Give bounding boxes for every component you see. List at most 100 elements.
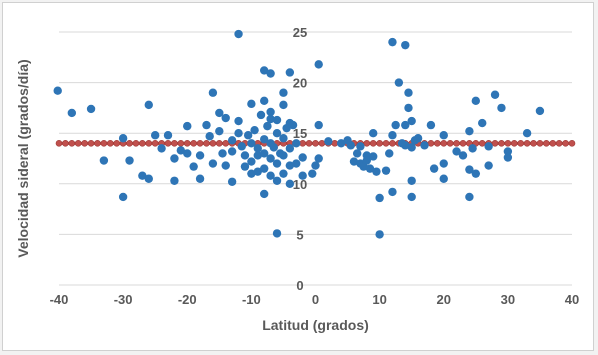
data-point: [183, 121, 192, 131]
data-point: [478, 118, 487, 128]
reference-marker: [164, 140, 172, 147]
data-point: [253, 151, 262, 160]
data-point: [272, 115, 282, 125]
reference-marker: [196, 140, 204, 147]
reference-marker: [427, 140, 435, 147]
reference-marker: [305, 140, 313, 147]
data-point: [272, 176, 282, 185]
data-point: [253, 167, 262, 176]
data-point: [471, 96, 481, 106]
data-point: [484, 161, 493, 170]
reference-marker: [504, 140, 512, 147]
reference-marker: [139, 140, 146, 147]
data-point: [391, 120, 400, 130]
x-tick-label: 30: [501, 292, 515, 307]
data-point: [189, 162, 198, 171]
data-point: [247, 99, 256, 109]
data-point: [413, 134, 423, 143]
reference-marker: [562, 140, 569, 147]
data-point: [314, 60, 323, 69]
data-point: [298, 153, 307, 162]
reference-marker: [216, 140, 223, 147]
data-point: [208, 159, 218, 168]
data-point: [279, 88, 288, 97]
data-point: [218, 149, 227, 158]
data-point: [292, 159, 301, 168]
data-point: [202, 120, 211, 130]
reference-marker: [222, 140, 230, 147]
data-point: [195, 151, 205, 160]
data-point: [118, 192, 128, 202]
x-tick-label: 20: [437, 292, 451, 307]
data-point: [439, 174, 448, 183]
data-point: [183, 149, 192, 158]
data-point: [401, 141, 410, 150]
data-point: [118, 134, 128, 143]
reference-marker: [549, 140, 557, 147]
reference-marker: [389, 140, 396, 147]
y-tick-label: 10: [293, 177, 307, 192]
data-point: [279, 134, 288, 143]
data-point: [163, 131, 173, 140]
reference-marker: [55, 140, 63, 147]
data-point: [484, 142, 493, 151]
data-point: [243, 131, 253, 140]
data-point: [381, 166, 391, 175]
data-point: [253, 144, 262, 153]
data-point: [250, 125, 259, 135]
reference-marker: [331, 140, 339, 147]
reference-marker: [555, 140, 563, 147]
data-point: [266, 107, 275, 117]
y-tick-labels: 0 5 10 15 20 25: [293, 25, 307, 293]
data-point: [260, 189, 269, 199]
reference-marker: [369, 140, 377, 147]
data-point: [394, 78, 404, 87]
y-tick-label: 15: [293, 126, 307, 141]
data-point: [324, 137, 333, 146]
x-tick-label: -20: [178, 292, 197, 307]
reference-marker: [203, 140, 210, 147]
data-point: [308, 169, 317, 178]
data-point: [279, 169, 288, 178]
data-point: [266, 69, 275, 78]
reference-marker: [62, 140, 69, 147]
data-point: [388, 187, 397, 197]
reference-marker: [376, 140, 383, 147]
data-point: [86, 104, 96, 114]
data-point: [298, 171, 307, 180]
reference-marker: [446, 140, 454, 147]
data-point: [356, 142, 365, 151]
data-point: [452, 147, 461, 156]
data-point: [311, 161, 320, 170]
data-point: [205, 132, 214, 141]
x-tick-label: 40: [565, 292, 579, 307]
data-point: [429, 164, 439, 173]
data-point: [272, 159, 282, 168]
data-point: [247, 157, 256, 166]
data-point: [227, 136, 237, 145]
data-point: [285, 161, 295, 170]
data-point: [227, 177, 237, 186]
data-point: [401, 120, 410, 130]
data-point: [138, 171, 147, 180]
reference-marker: [177, 140, 185, 147]
y-tick-label: 20: [293, 76, 307, 91]
reference-marker: [74, 140, 82, 147]
data-point: [272, 129, 282, 138]
data-point: [407, 192, 416, 202]
data-point: [388, 37, 397, 47]
data-point: [404, 103, 413, 113]
data-point: [215, 108, 224, 118]
data-point: [195, 174, 205, 183]
data-point: [260, 149, 269, 158]
x-axis-title: Latitud (grados): [262, 317, 369, 333]
chart-frame: -40 -30 -20 -10 0 10 20 30 40 0 5 10 15 20 25 Latitud…: [2, 2, 594, 351]
data-point: [279, 100, 288, 110]
data-point: [407, 143, 416, 152]
data-point: [234, 29, 243, 39]
data-point: [349, 157, 359, 166]
reference-marker: [382, 140, 390, 147]
reference-marker: [568, 140, 576, 147]
data-point: [170, 176, 179, 185]
data-point: [285, 144, 295, 153]
